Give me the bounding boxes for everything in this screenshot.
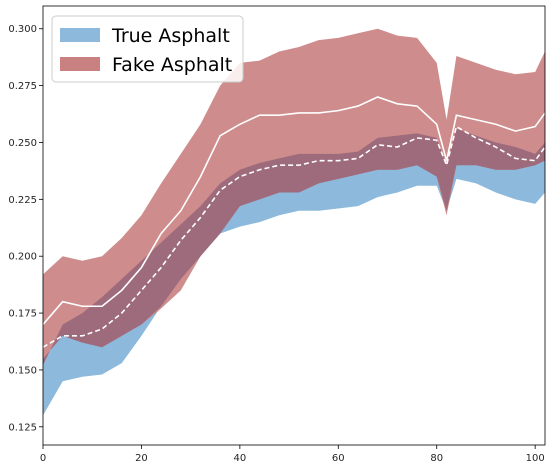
x-tick-label: 0	[40, 453, 46, 464]
legend-label-fake-asphalt: Fake Asphalt	[112, 54, 232, 76]
x-tick-label: 80	[430, 453, 443, 464]
y-tick-label: 0.200	[8, 252, 37, 263]
y-tick-label: 0.250	[8, 138, 37, 149]
legend-swatch-true-asphalt	[60, 28, 100, 42]
y-tick-label: 0.175	[8, 309, 37, 320]
y-tick-label: 0.150	[8, 365, 37, 376]
y-tick-label: 0.300	[8, 24, 37, 35]
legend-swatch-fake-asphalt	[60, 57, 100, 71]
x-tick-label: 20	[135, 453, 148, 464]
plot-frame	[42, 5, 546, 446]
mean-line-true-asphalt	[42, 125, 546, 348]
x-tick-label: 60	[332, 453, 345, 464]
y-tick-label: 0.225	[8, 195, 37, 206]
x-tick-label: 100	[526, 453, 545, 464]
band-overlap	[43, 128, 545, 366]
plot-area	[42, 28, 546, 416]
x-axis: 0 20 40 60 80 100	[40, 445, 545, 464]
y-axis: 0.125 0.150 0.175 0.200 0.225 0.250 0.275 0.300	[8, 24, 43, 433]
legend: True Asphalt Fake Asphalt	[51, 15, 244, 83]
y-tick-label: 0.125	[8, 422, 37, 433]
mean-line-fake-asphalt	[42, 96, 546, 325]
y-tick-label: 0.275	[8, 81, 37, 92]
legend-label-true-asphalt: True Asphalt	[111, 25, 230, 47]
x-tick-label: 40	[233, 453, 246, 464]
